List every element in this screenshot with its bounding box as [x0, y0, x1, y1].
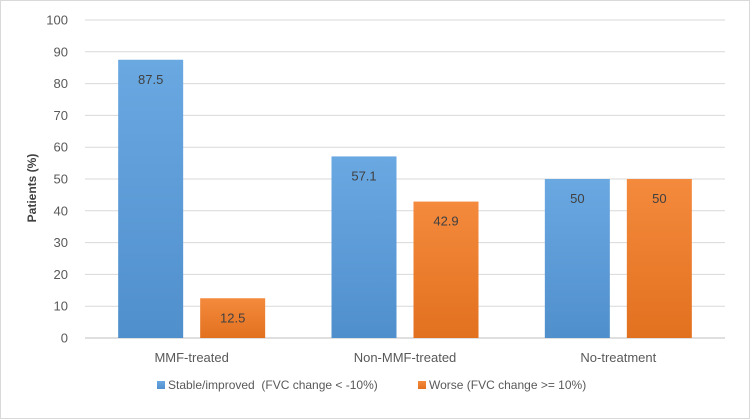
bar-worse-2 [413, 201, 479, 338]
bar-worse-1 [200, 298, 266, 338]
data-label: 42.9 [433, 214, 458, 229]
y-tick-label: 0 [61, 331, 68, 346]
bar-stable-3 [544, 179, 610, 338]
data-label: 50 [652, 191, 666, 206]
bar-stable-2 [331, 156, 397, 338]
legend-swatch-stable [157, 381, 165, 389]
legend-label: Worse (FVC change >= 10%) [429, 378, 586, 392]
x-category-label: Non-MMF-treated [354, 350, 457, 365]
data-label: 12.5 [220, 310, 245, 325]
x-category-label: MMF-treated [154, 350, 228, 365]
y-tick-label: 40 [54, 203, 68, 218]
legend-label: Stable/improved (FVC change < -10%) [168, 378, 378, 392]
y-tick-label: 70 [54, 108, 68, 123]
y-tick-label: 20 [54, 267, 68, 282]
y-tick-label: 80 [54, 76, 68, 91]
y-axis-ticks: 0 10 20 30 40 50 60 70 80 90 100 [46, 13, 68, 346]
legend: Stable/improved (FVC change < -10%) Worse… [157, 378, 586, 392]
y-tick-label: 60 [54, 140, 68, 155]
gridlines [85, 19, 725, 339]
data-label: 87.5 [138, 72, 163, 87]
bars [118, 59, 692, 338]
x-category-label: No-treatment [580, 350, 656, 365]
data-label: 57.1 [351, 168, 376, 183]
legend-swatch-worse [418, 381, 426, 389]
data-label: 50 [570, 191, 584, 206]
y-tick-label: 30 [54, 235, 68, 250]
y-tick-label: 90 [54, 44, 68, 59]
y-tick-label: 50 [54, 172, 68, 187]
y-axis-title: Patients (%) [25, 154, 39, 223]
y-tick-label: 10 [54, 299, 68, 314]
data-labels: 87.5 12.5 57.1 42.9 50 50 [138, 72, 667, 326]
y-tick-label: 100 [46, 13, 68, 28]
bar-worse-3 [626, 179, 692, 338]
x-axis-labels: MMF-treated Non-MMF-treated No-treatment [154, 350, 656, 365]
bar-stable-1 [118, 59, 184, 338]
